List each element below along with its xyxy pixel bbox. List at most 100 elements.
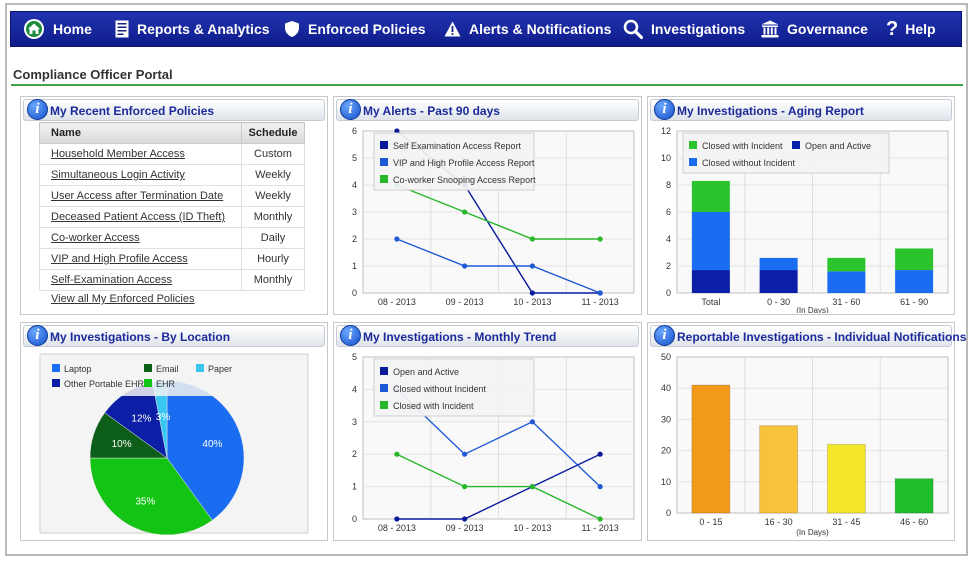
x-tick-label: 08 - 2013: [378, 523, 416, 533]
shield-icon: [285, 21, 299, 37]
policy-name[interactable]: Co-worker Access: [39, 227, 242, 249]
y-tick-label: 0: [666, 288, 671, 298]
data-point: [529, 263, 535, 269]
legend-label: Closed without Incident: [393, 384, 487, 394]
bar-segment: [691, 180, 730, 212]
x-axis-label: (In Days): [796, 528, 829, 537]
nav-alerts[interactable]: Alerts & Notifications: [444, 12, 611, 46]
panel-monthly-trend: i My Investigations - Monthly Trend 0 1 2 3…: [333, 322, 642, 541]
panel-title: My Recent Enforced Policies: [50, 104, 215, 118]
policy-schedule: Hourly: [241, 248, 305, 270]
panel-title: My Investigations - Aging Report: [677, 104, 864, 118]
view-all-policies-link[interactable]: View all My Enforced Policies: [51, 293, 195, 305]
table-row[interactable]: VIP and High Profile Access Hourly: [39, 248, 305, 270]
panel-title: My Alerts - Past 90 days: [363, 104, 500, 118]
panel-title: Reportable Investigations - Individual N…: [677, 330, 967, 344]
x-tick-label: 31 - 60: [832, 297, 860, 307]
y-tick-label: 12: [661, 126, 671, 136]
policy-name[interactable]: Simultaneous Login Activity: [39, 164, 242, 186]
bar-segment: [691, 270, 730, 293]
bar: [826, 443, 866, 514]
y-tick-label: 5: [352, 352, 357, 362]
legend-label: Laptop: [64, 364, 92, 374]
policy-name[interactable]: Household Member Access: [39, 143, 242, 165]
panel-title: My Investigations - By Location: [50, 330, 231, 344]
column-header-schedule[interactable]: Schedule: [241, 122, 305, 144]
legend-label: Other Portable EHR: [64, 379, 145, 389]
y-tick-label: 8: [666, 180, 671, 190]
title-divider: [11, 84, 963, 86]
bar-segment: [895, 248, 934, 271]
series-line: [396, 388, 601, 488]
magnifier-icon: [623, 19, 643, 39]
x-axis-label: (In Days): [796, 306, 829, 313]
table-row[interactable]: Self-Examination Access Monthly: [39, 269, 305, 291]
slice-label: 10%: [112, 439, 132, 450]
table-row[interactable]: Simultaneous Login Activity Weekly: [39, 164, 305, 186]
panel-aging: i My Investigations - Aging Report 0 2 4 6 8…: [647, 96, 955, 315]
policy-name[interactable]: VIP and High Profile Access: [39, 248, 242, 270]
nav-enforced-policies[interactable]: Enforced Policies: [284, 12, 425, 46]
data-point: [529, 419, 535, 425]
nav-label: Home: [53, 21, 92, 37]
panel-header: i My Investigations - By Location: [23, 325, 325, 347]
info-icon[interactable]: i: [27, 325, 48, 346]
policy-schedule: Monthly: [241, 206, 305, 228]
legend-box: [682, 132, 890, 174]
table-row[interactable]: Co-worker Access Daily: [39, 227, 305, 249]
policy-name[interactable]: User Access after Termination Date: [39, 185, 242, 207]
legend-swatch: [689, 158, 697, 166]
data-point: [597, 484, 603, 490]
y-tick-label: 2: [352, 449, 357, 459]
legend-label: Self Examination Access Report: [393, 141, 522, 151]
data-point: [394, 516, 400, 522]
policy-schedule: Daily: [241, 227, 305, 249]
bar: [894, 478, 934, 514]
legend-label: Co-worker Snooping Access Report: [393, 175, 536, 185]
x-tick-label: 10 - 2013: [513, 297, 551, 307]
page-title: Compliance Officer Portal: [13, 67, 173, 82]
column-header-name[interactable]: Name: [39, 122, 242, 144]
nav-help[interactable]: ? Help: [886, 12, 936, 46]
location-pie-chart: 40% 35% 10% 12% 3% Laptop Email Paper Other Port…: [39, 353, 309, 536]
x-tick-label: 11 - 2013: [581, 523, 618, 533]
data-point: [597, 516, 603, 522]
data-point: [597, 451, 603, 457]
table-row[interactable]: Household Member Access Custom: [39, 143, 305, 165]
nav-governance[interactable]: Governance: [761, 12, 868, 46]
legend-label: Open and Active: [805, 141, 871, 151]
table-row[interactable]: Deceased Patient Access (ID Theft) Monthl…: [39, 206, 305, 228]
data-point: [394, 451, 400, 457]
data-point: [597, 290, 603, 296]
policy-name[interactable]: Self-Examination Access: [39, 269, 242, 291]
nav-investigations[interactable]: Investigations: [623, 12, 745, 46]
legend-swatch: [380, 175, 388, 183]
slice-label: 40%: [202, 439, 222, 450]
x-tick-label: 10 - 2013: [513, 523, 551, 533]
x-tick-label: 0 - 30: [767, 297, 790, 307]
nav-label: Alerts & Notifications: [469, 21, 612, 37]
policy-schedule: Monthly: [241, 269, 305, 291]
y-tick-label: 6: [666, 207, 671, 217]
panel-title: My Investigations - Monthly Trend: [363, 330, 557, 344]
legend-swatch: [144, 379, 152, 387]
info-icon[interactable]: i: [340, 99, 361, 120]
info-icon[interactable]: i: [654, 325, 675, 346]
alerts-line-chart: 0 1 2 3 4 5 6 08 - 2013 09 - 2013 10 - 2013 11 - 2…: [352, 126, 635, 307]
panel-header: i Reportable Investigations - Individual…: [650, 325, 966, 347]
x-tick-label: 46 - 60: [900, 517, 928, 527]
table-row[interactable]: User Access after Termination Date Weekly: [39, 185, 305, 207]
info-icon[interactable]: i: [654, 99, 675, 120]
legend-label: Closed with Incident: [393, 401, 474, 411]
legend-swatch: [792, 141, 800, 149]
nav-home[interactable]: Home: [23, 12, 92, 46]
info-icon[interactable]: i: [340, 325, 361, 346]
legend-label: Paper: [208, 364, 232, 374]
info-icon[interactable]: i: [27, 99, 48, 120]
series-line: [396, 453, 601, 520]
y-tick-label: 40: [661, 383, 671, 393]
y-tick-label: 10: [661, 153, 671, 163]
legend-label: Closed without Incident: [702, 158, 796, 168]
nav-reports[interactable]: Reports & Analytics: [115, 12, 270, 46]
policy-name[interactable]: Deceased Patient Access (ID Theft): [39, 206, 242, 228]
